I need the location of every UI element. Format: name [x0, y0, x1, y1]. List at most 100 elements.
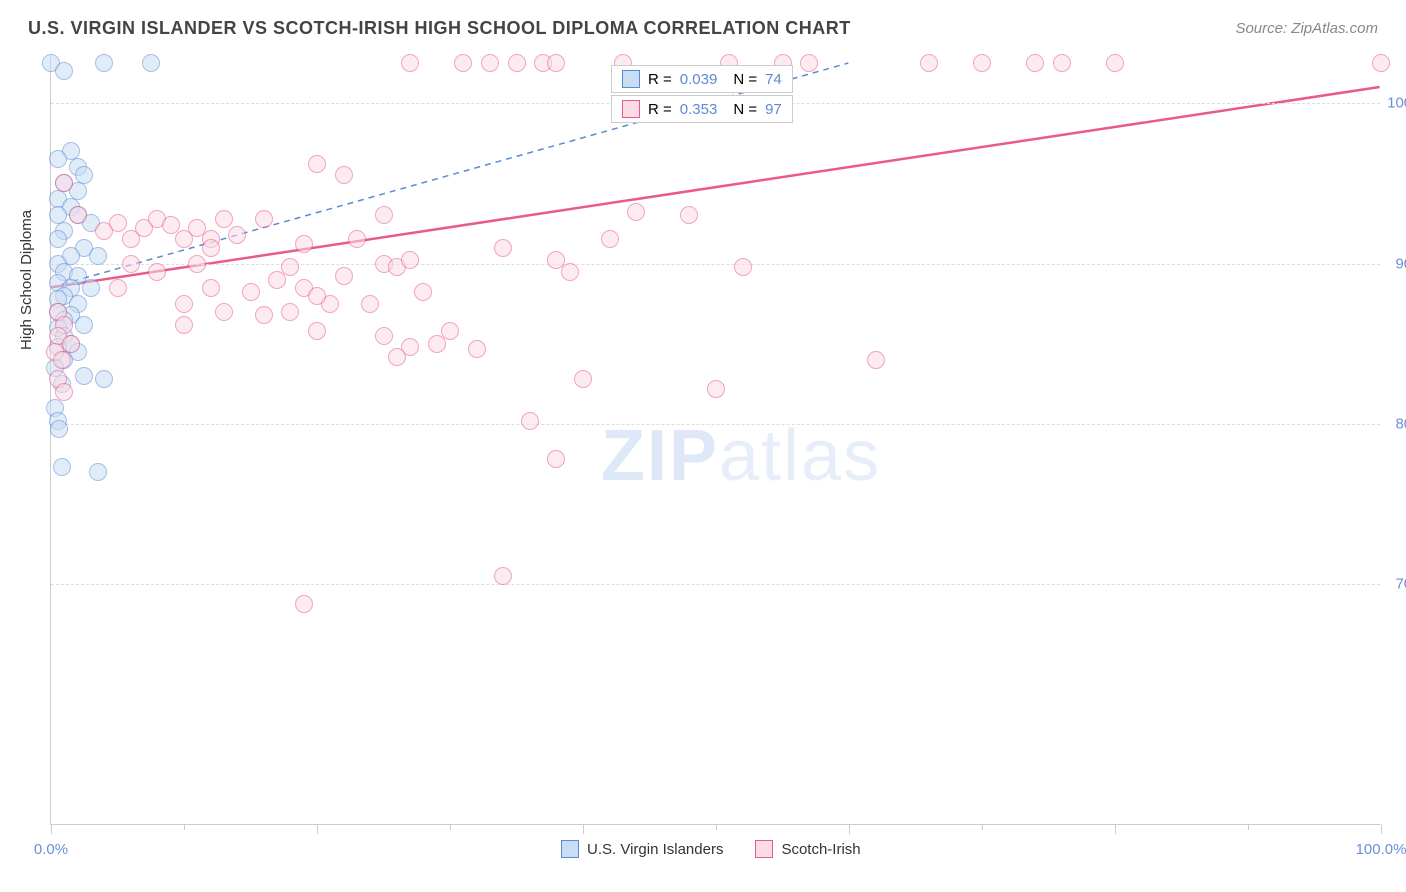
- scatter-point-usvi: [50, 420, 68, 438]
- x-tick-major: [583, 824, 584, 834]
- scatter-point-scotch: [1372, 54, 1390, 72]
- legend-r-value: 0.039: [680, 71, 718, 88]
- scatter-point-scotch: [308, 155, 326, 173]
- scatter-point-scotch: [547, 54, 565, 72]
- scatter-point-scotch: [175, 316, 193, 334]
- scatter-point-scotch: [601, 230, 619, 248]
- scatter-point-scotch: [388, 348, 406, 366]
- scatter-point-scotch: [348, 230, 366, 248]
- y-tick-label: 100.0%: [1387, 95, 1406, 112]
- scatter-point-scotch: [109, 214, 127, 232]
- scatter-point-scotch: [202, 279, 220, 297]
- legend-n-label: N =: [733, 101, 757, 118]
- scatter-point-scotch: [521, 412, 539, 430]
- scatter-point-scotch: [335, 166, 353, 184]
- y-tick-label: 90.0%: [1395, 255, 1406, 272]
- scatter-point-scotch: [734, 258, 752, 276]
- trend-lines: [51, 55, 1380, 824]
- scatter-point-usvi: [89, 463, 107, 481]
- bottom-legend: U.S. Virgin IslandersScotch-Irish: [561, 840, 885, 858]
- legend-stats-scotch: R = 0.353 N = 97: [611, 95, 793, 123]
- scatter-point-scotch: [242, 283, 260, 301]
- watermark: ZIPatlas: [601, 415, 881, 497]
- scatter-point-scotch: [175, 295, 193, 313]
- y-tick-label: 80.0%: [1395, 415, 1406, 432]
- scatter-point-scotch: [55, 383, 73, 401]
- gridline: [51, 424, 1380, 425]
- scatter-point-scotch: [215, 303, 233, 321]
- legend-n-label: N =: [733, 71, 757, 88]
- scatter-point-scotch: [441, 322, 459, 340]
- scatter-point-scotch: [800, 54, 818, 72]
- scatter-point-scotch: [69, 206, 87, 224]
- scatter-point-scotch: [188, 255, 206, 273]
- scatter-point-scotch: [494, 239, 512, 257]
- legend-n-value: 74: [765, 71, 782, 88]
- legend-r-label: R =: [648, 101, 672, 118]
- gridline: [51, 584, 1380, 585]
- scatter-point-scotch: [62, 335, 80, 353]
- scatter-point-scotch: [627, 203, 645, 221]
- legend-swatch-icon: [755, 840, 773, 858]
- scatter-point-usvi: [75, 316, 93, 334]
- scatter-point-usvi: [49, 150, 67, 168]
- scatter-point-scotch: [335, 267, 353, 285]
- scatter-point-scotch: [308, 322, 326, 340]
- x-tick-major: [317, 824, 318, 834]
- scatter-point-usvi: [49, 230, 67, 248]
- x-tick-label: 100.0%: [1356, 841, 1406, 858]
- scatter-point-scotch: [867, 351, 885, 369]
- scatter-point-scotch: [561, 263, 579, 281]
- scatter-point-scotch: [148, 263, 166, 281]
- x-tick-minor: [450, 824, 451, 830]
- scatter-point-usvi: [55, 62, 73, 80]
- scatter-point-scotch: [295, 235, 313, 253]
- x-tick-minor: [716, 824, 717, 830]
- scatter-point-scotch: [680, 206, 698, 224]
- watermark-atlas: atlas: [719, 416, 881, 496]
- scatter-point-scotch: [255, 210, 273, 228]
- scatter-point-scotch: [268, 271, 286, 289]
- scatter-point-scotch: [281, 303, 299, 321]
- scatter-point-scotch: [1053, 54, 1071, 72]
- scatter-point-scotch: [109, 279, 127, 297]
- scatter-point-usvi: [53, 458, 71, 476]
- scatter-point-usvi: [82, 279, 100, 297]
- x-tick-minor: [1248, 824, 1249, 830]
- scatter-point-scotch: [508, 54, 526, 72]
- scatter-point-scotch: [202, 239, 220, 257]
- legend-series-label: U.S. Virgin Islanders: [587, 841, 723, 858]
- legend-swatch-icon: [622, 70, 640, 88]
- scatter-point-scotch: [55, 174, 73, 192]
- scatter-point-scotch: [468, 340, 486, 358]
- scatter-point-usvi: [89, 247, 107, 265]
- scatter-point-scotch: [295, 595, 313, 613]
- scatter-point-scotch: [1106, 54, 1124, 72]
- scatter-point-usvi: [142, 54, 160, 72]
- scatter-point-scotch: [481, 54, 499, 72]
- legend-r-value: 0.353: [680, 101, 718, 118]
- x-tick-major: [51, 824, 52, 834]
- scatter-point-scotch: [574, 370, 592, 388]
- scatter-point-scotch: [401, 251, 419, 269]
- x-tick-major: [849, 824, 850, 834]
- scatter-point-scotch: [494, 567, 512, 585]
- legend-swatch-icon: [561, 840, 579, 858]
- watermark-zip: ZIP: [601, 416, 719, 496]
- legend-stats-usvi: R = 0.039 N = 74: [611, 65, 793, 93]
- gridline: [51, 264, 1380, 265]
- scatter-chart: ZIPatlas 70.0%80.0%90.0%100.0%0.0%100.0%…: [50, 55, 1380, 825]
- legend-n-value: 97: [765, 101, 782, 118]
- source-attribution: Source: ZipAtlas.com: [1235, 20, 1378, 37]
- scatter-point-scotch: [361, 295, 379, 313]
- x-tick-minor: [982, 824, 983, 830]
- scatter-point-scotch: [255, 306, 273, 324]
- scatter-point-usvi: [95, 370, 113, 388]
- legend-r-label: R =: [648, 71, 672, 88]
- scatter-point-scotch: [454, 54, 472, 72]
- x-tick-major: [1115, 824, 1116, 834]
- x-tick-major: [1381, 824, 1382, 834]
- scatter-point-scotch: [1026, 54, 1044, 72]
- scatter-point-scotch: [375, 327, 393, 345]
- scatter-point-scotch: [973, 54, 991, 72]
